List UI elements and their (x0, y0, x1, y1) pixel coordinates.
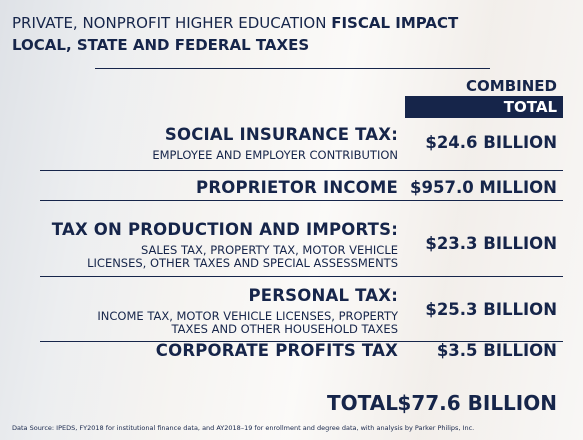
row-separator (40, 170, 563, 171)
row-label: SOCIAL INSURANCE TAX: (164, 125, 398, 144)
column-header-box (405, 96, 563, 118)
row-value: $24.6 BILLION (425, 133, 557, 152)
row-value: $957.0 MILLION (410, 178, 557, 197)
title-rule (95, 68, 490, 69)
title: PRIVATE, NONPROFIT HIGHER EDUCATION FISC… (12, 14, 458, 32)
row-value: $23.3 BILLION (425, 234, 557, 253)
row-detail: EMPLOYEE AND EMPLOYER CONTRIBUTION (152, 148, 398, 162)
total-value: $77.6 BILLION (397, 391, 557, 415)
row-detail: LICENSES, OTHER TAXES AND SPECIAL ASSESS… (87, 256, 398, 270)
row-label: TAX ON PRODUCTION AND IMPORTS: (51, 220, 398, 239)
row-label: PERSONAL TAX: (248, 286, 398, 305)
total-label: TOTAL (327, 391, 398, 415)
title-light: PRIVATE, NONPROFIT HIGHER EDUCATION (12, 14, 327, 32)
row-separator (40, 341, 563, 342)
row-detail: TAXES AND OTHER HOUSEHOLD TAXES (171, 322, 398, 336)
row-value: $25.3 BILLION (425, 300, 557, 319)
source: Data Source: IPEDS, FY2018 for instituti… (12, 424, 475, 432)
column-header: COMBINED (466, 77, 557, 95)
subtitle: LOCAL, STATE AND FEDERAL TAXES (12, 36, 310, 54)
row-separator (40, 276, 563, 277)
row-label: CORPORATE PROFITS TAX (155, 341, 398, 360)
row-value: $3.5 BILLION (436, 341, 557, 360)
title-bold: FISCAL IMPACT (331, 14, 459, 32)
row-detail: SALES TAX, PROPERTY TAX, MOTOR VEHICLE (141, 243, 398, 257)
row-separator (40, 200, 563, 201)
column-header-total: TOTAL (503, 98, 557, 116)
row-label: PROPRIETOR INCOME (196, 178, 398, 197)
row-detail: INCOME TAX, MOTOR VEHICLE LICENSES, PROP… (97, 309, 398, 323)
